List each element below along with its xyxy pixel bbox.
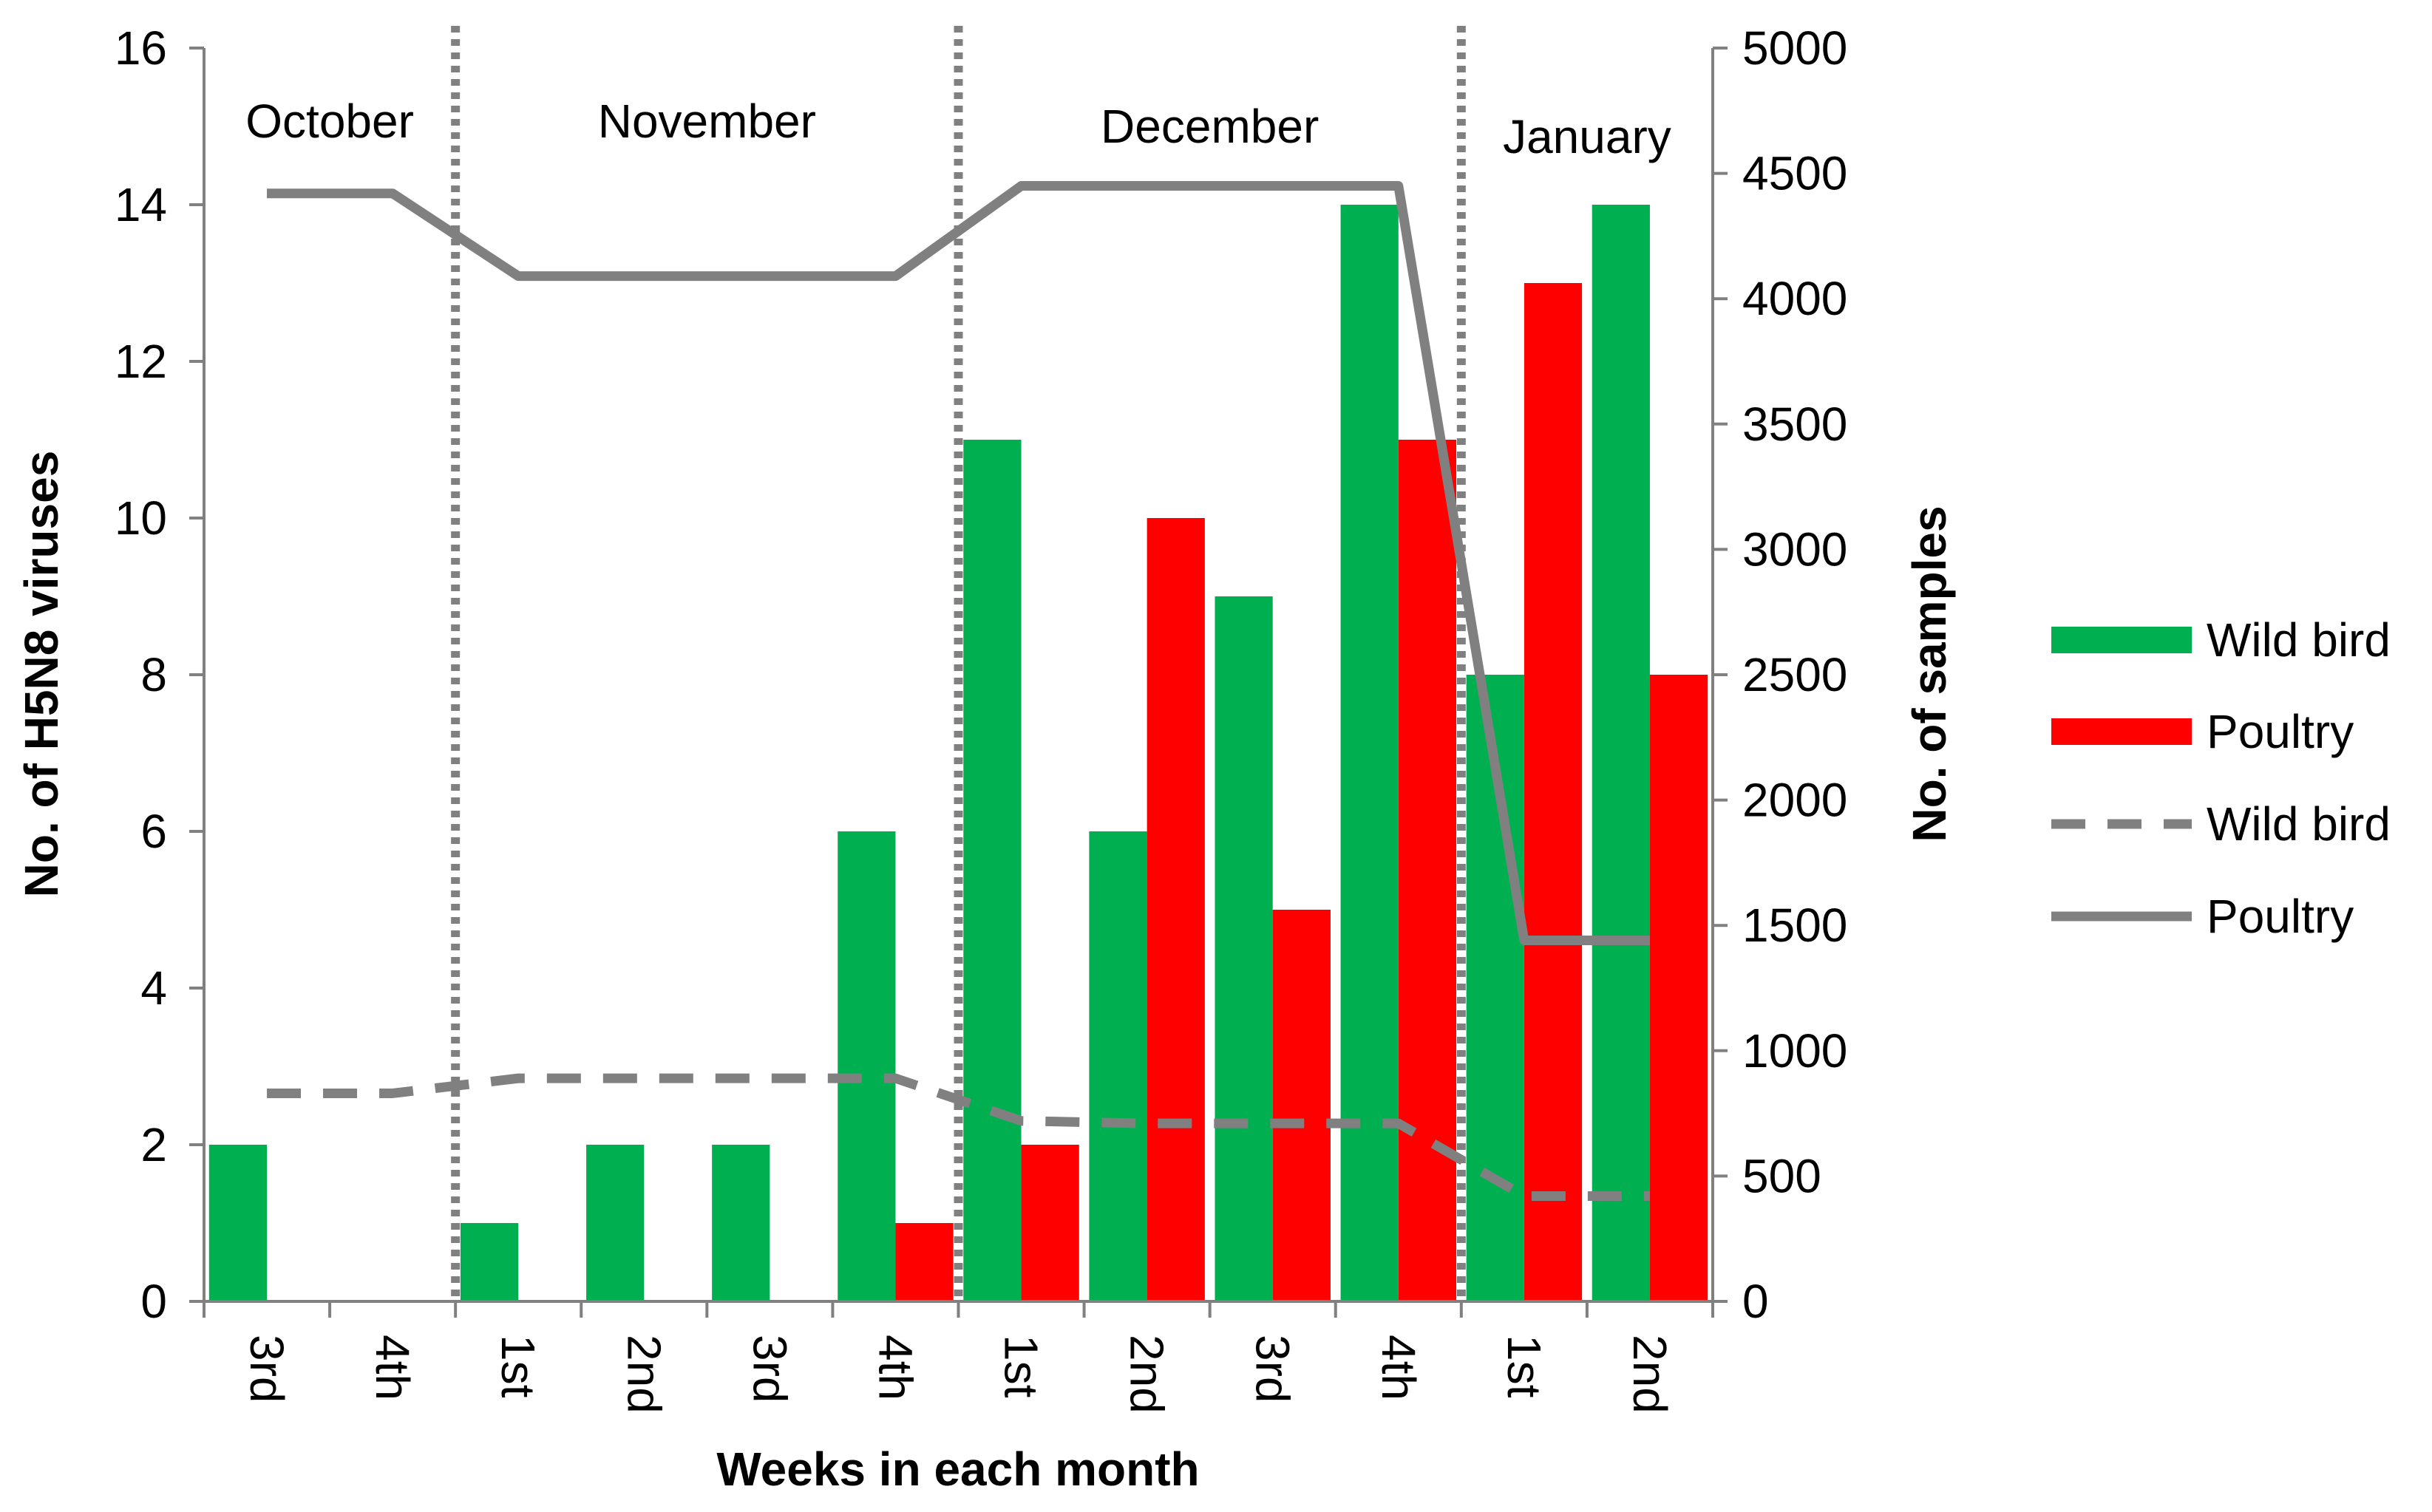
y-right-tick-label: 3000 bbox=[1742, 522, 1847, 576]
month-label-november: November bbox=[598, 95, 816, 148]
month-labels: October November December January bbox=[245, 95, 1671, 163]
legend-label-poultry: Poultry bbox=[2207, 705, 2354, 758]
y-right-tick-label: 2000 bbox=[1742, 774, 1847, 827]
y-left-tick-label: 2 bbox=[140, 1118, 167, 1171]
x-tick-label: 4th bbox=[869, 1335, 922, 1400]
y-axis-right-title: No. of samples bbox=[1903, 505, 1956, 842]
poultry-bar bbox=[1147, 518, 1205, 1301]
wild-bird-bar bbox=[460, 1223, 519, 1301]
poultry-bar bbox=[1272, 910, 1331, 1301]
wild-bird-bar bbox=[1340, 205, 1399, 1301]
legend: Wild bird Poultry Wild bird Poultry bbox=[2051, 613, 2391, 943]
month-label-january: January bbox=[1503, 110, 1671, 163]
legend-swatch-wild-bird-bar bbox=[2051, 627, 2192, 653]
y-right-tick-label: 1500 bbox=[1742, 899, 1847, 952]
lines-layer bbox=[267, 181, 1650, 1202]
y-left-tick-label: 0 bbox=[140, 1275, 167, 1328]
y-right-tick-label: 5000 bbox=[1742, 21, 1847, 75]
axes-layer: 0 2 4 6 8 10 12 14 16 0 500 1000 1500 2000 2500 3000 350… bbox=[115, 21, 1848, 1414]
x-axis-title: Weeks in each month bbox=[716, 1443, 1199, 1496]
x-tick-label: 1st bbox=[492, 1335, 545, 1398]
poultry-bar bbox=[1524, 283, 1583, 1301]
bars-layer bbox=[208, 205, 1708, 1301]
month-label-october: October bbox=[245, 95, 414, 148]
poultry-bar bbox=[895, 1223, 954, 1301]
y-left-tick-label: 10 bbox=[115, 491, 167, 545]
x-tick-label: 4th bbox=[366, 1335, 419, 1400]
legend-swatch-poultry-bar bbox=[2051, 718, 2192, 745]
y-right-tick-label: 3500 bbox=[1742, 398, 1847, 451]
legend-label-wild-bird: Wild bird bbox=[2207, 797, 2391, 851]
wild-bird-bar bbox=[1089, 831, 1147, 1301]
y-right-tick-label: 2500 bbox=[1742, 648, 1847, 701]
y-left-tick-label: 16 bbox=[115, 21, 167, 75]
y-left-tick-label: 12 bbox=[115, 335, 167, 388]
y-left-tick-label: 8 bbox=[140, 648, 167, 701]
poultry-samples-line bbox=[267, 181, 1650, 946]
poultry-bar bbox=[1649, 675, 1708, 1301]
x-tick-label: 2nd bbox=[617, 1335, 670, 1414]
poultry-bar bbox=[1398, 440, 1457, 1301]
x-tick-label: 1st bbox=[995, 1335, 1048, 1398]
y-right-tick-label: 1000 bbox=[1742, 1024, 1847, 1077]
y-left-tick-label: 14 bbox=[115, 178, 167, 231]
y-right-tick-label: 500 bbox=[1742, 1149, 1821, 1202]
x-tick-label: 4th bbox=[1372, 1335, 1425, 1400]
wild-bird-bar bbox=[1215, 596, 1273, 1301]
x-tick-label: 2nd bbox=[1121, 1335, 1174, 1414]
y-left-tick-label: 4 bbox=[140, 961, 167, 1015]
wild-bird-bar bbox=[963, 440, 1022, 1301]
wild-bird-bar bbox=[1592, 205, 1650, 1301]
y-right-tick-label: 4000 bbox=[1742, 272, 1847, 325]
y-axis-left-title: No. of H5N8 viruses bbox=[15, 451, 68, 898]
legend-label-wild-bird: Wild bird bbox=[2207, 613, 2391, 667]
x-tick-label: 3rd bbox=[743, 1335, 796, 1403]
wild-bird-samples-line bbox=[267, 1073, 1650, 1202]
wild-bird-bar bbox=[208, 1145, 268, 1301]
wild-bird-bar bbox=[586, 1145, 645, 1301]
poultry-bar bbox=[1021, 1145, 1079, 1301]
legend-label-poultry: Poultry bbox=[2207, 890, 2354, 943]
x-tick-label: 3rd bbox=[1246, 1335, 1300, 1403]
x-tick-label: 3rd bbox=[240, 1335, 293, 1403]
y-right-tick-label: 0 bbox=[1742, 1275, 1769, 1328]
y-left-tick-label: 6 bbox=[140, 805, 167, 858]
wild-bird-bar bbox=[838, 831, 896, 1301]
x-tick-label: 2nd bbox=[1623, 1335, 1677, 1414]
wild-bird-bar bbox=[712, 1145, 770, 1301]
y-right-tick-label: 4500 bbox=[1742, 147, 1847, 200]
x-tick-label: 1st bbox=[1498, 1335, 1551, 1398]
month-label-december: December bbox=[1101, 100, 1319, 153]
